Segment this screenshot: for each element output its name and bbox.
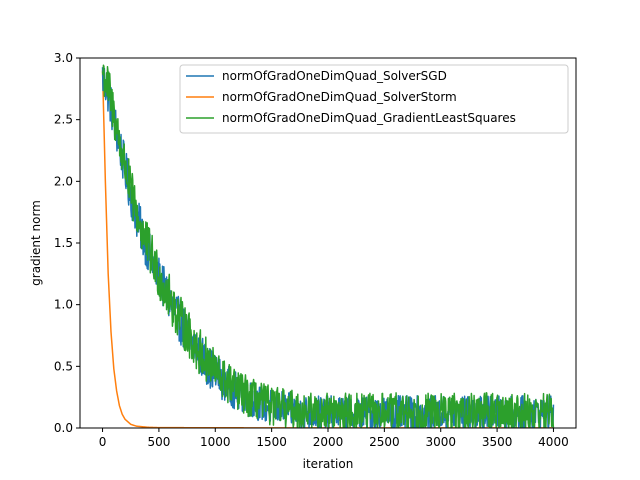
x-tick-label: 0 [99,435,107,449]
x-axis: 0 500 1000 1500 2000 2500 3000 3500 4000 [99,428,569,449]
y-tick-label: 0.0 [54,421,73,435]
y-tick-label: 1.5 [54,236,73,250]
legend-box [179,64,569,134]
y-tick-label: 3.0 [54,51,73,65]
x-tick-label: 1500 [256,435,287,449]
x-axis-label: iteration [303,457,354,471]
y-tick-label: 1.0 [54,298,73,312]
x-tick-label: 3000 [425,435,456,449]
y-axis: 0.0 0.5 1.0 1.5 2.0 2.5 3.0 [54,51,80,435]
series-line [101,64,555,428]
legend-label: normOfGradOneDimQuad_GradientLeastSquare… [222,111,516,125]
x-tick-label: 2500 [369,435,400,449]
legend-label: normOfGradOneDimQuad_SolverStorm [222,90,457,104]
y-tick-label: 2.5 [54,113,73,127]
legend-label: normOfGradOneDimQuad_SolverSGD [222,69,447,83]
x-tick-label: 3500 [482,435,513,449]
y-tick-label: 0.5 [54,359,73,373]
x-tick-label: 4000 [538,435,569,449]
x-tick-label: 2000 [313,435,344,449]
legend: normOfGradOneDimQuad_SolverSGD normOfGrad… [179,64,569,134]
x-tick-label: 500 [147,435,170,449]
y-axis-label: gradient norm [29,200,43,286]
y-tick-label: 2.0 [54,174,73,188]
x-tick-label: 1000 [200,435,231,449]
